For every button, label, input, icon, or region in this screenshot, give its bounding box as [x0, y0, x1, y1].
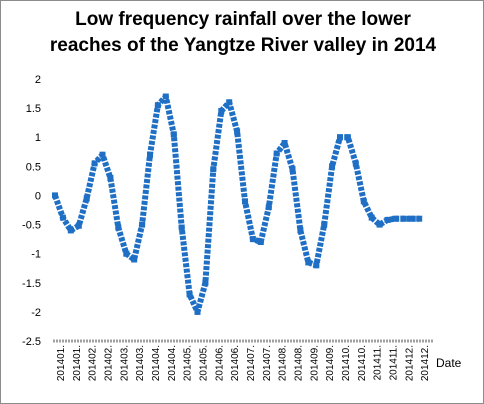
data-point	[154, 102, 161, 109]
data-point	[384, 216, 391, 223]
data-point	[178, 224, 185, 231]
x-tick-label: 201409.	[309, 345, 320, 381]
data-point	[52, 192, 58, 199]
y-tick-label: -2.5	[22, 336, 41, 348]
data-point	[131, 256, 138, 263]
data-point	[115, 224, 122, 231]
data-point	[75, 222, 82, 229]
data-point	[210, 166, 217, 173]
x-tick-label: 201405.	[198, 345, 209, 381]
y-tick-label: 1.5	[26, 103, 41, 115]
x-tick-label: 201407.	[246, 345, 257, 381]
y-tick-label: 1	[35, 132, 41, 144]
data-point	[218, 108, 225, 114]
data-point	[99, 151, 106, 158]
data-point	[273, 150, 280, 157]
data-point	[67, 227, 74, 234]
data-point	[281, 140, 288, 146]
y-tick-label: 0.5	[26, 161, 41, 173]
x-tick-label: 201412.	[404, 345, 415, 381]
data-point	[83, 195, 90, 202]
data-point	[186, 291, 193, 298]
y-tick-label: -2	[31, 307, 41, 319]
data-point	[249, 236, 256, 243]
y-tick-label: 2	[35, 74, 41, 86]
data-point	[408, 215, 415, 222]
x-tick-label: 201403.	[135, 345, 146, 381]
data-point	[226, 99, 233, 106]
data-point	[305, 259, 312, 266]
y-tick-label: 0	[35, 190, 41, 202]
x-axis-title: Date	[436, 356, 462, 370]
data-point	[289, 166, 296, 173]
data-point	[265, 204, 272, 211]
data-point	[313, 262, 320, 269]
x-tick-label: 201411.	[388, 345, 399, 380]
x-axis: 201401. 201401. 201402. 201402. 201403. 20140…	[53, 339, 433, 381]
data-point	[344, 134, 351, 141]
x-tick-label: 201410.	[357, 345, 368, 381]
x-tick-label: 201408.	[278, 345, 289, 381]
y-axis: 2 1.5 1 0.5 0 -0.5 -1 -1.5 -2 -2.5	[22, 74, 41, 348]
data-point	[107, 175, 114, 181]
chart-title: Low frequency rainfall over the lower re…	[1, 7, 483, 59]
chart-title-line-1: Low frequency rainfall over the lower	[75, 9, 411, 30]
x-tick-label: 201403.	[119, 345, 130, 381]
x-tick-label: 201402.	[103, 345, 114, 381]
x-tick-label: 201401.	[72, 345, 83, 381]
data-point	[368, 214, 375, 221]
data-point	[202, 279, 209, 286]
data-point	[162, 93, 169, 100]
x-tick-label: 201410.	[341, 345, 352, 381]
data-point	[400, 215, 407, 222]
data-point	[360, 198, 367, 205]
data-point	[91, 160, 98, 167]
data-point	[194, 308, 201, 315]
y-tick-label: -0.5	[22, 220, 41, 232]
x-tick-label: 201408.	[293, 345, 304, 381]
x-tick-label: 201409.	[325, 345, 336, 381]
data-point	[139, 221, 146, 228]
x-tick-label: 201405.	[183, 345, 194, 381]
data-point	[376, 221, 383, 228]
data-point	[147, 151, 153, 158]
y-tick-label: -1.5	[22, 278, 41, 290]
y-tick-label: -1	[31, 249, 41, 261]
data-point	[257, 239, 264, 245]
x-tick-label: 201402.	[88, 345, 99, 381]
data-point	[242, 198, 248, 205]
x-tick-label: 201404.	[151, 345, 162, 381]
data-point	[329, 163, 336, 170]
data-point	[170, 131, 177, 138]
x-tick-label: 201401.	[56, 345, 67, 381]
data-point	[234, 128, 241, 135]
x-tick-label: 201411.	[373, 345, 384, 380]
x-tick-label: 201404.	[167, 345, 178, 381]
x-tick-label: 201407.	[262, 345, 273, 381]
data-point	[337, 134, 343, 141]
data-point	[123, 250, 130, 257]
data-point	[416, 215, 423, 222]
x-tick-label: 201412.	[420, 345, 431, 381]
series	[52, 93, 423, 315]
data-point	[59, 214, 66, 221]
x-tick-label: 201406.	[214, 345, 225, 381]
data-point	[392, 215, 399, 222]
chart-title-line-2: reaches of the Yangtze River valley in 2…	[49, 35, 437, 56]
data-point	[297, 227, 304, 234]
data-point	[321, 221, 328, 228]
x-tick-label: 201406.	[230, 345, 241, 381]
data-point	[352, 160, 359, 167]
